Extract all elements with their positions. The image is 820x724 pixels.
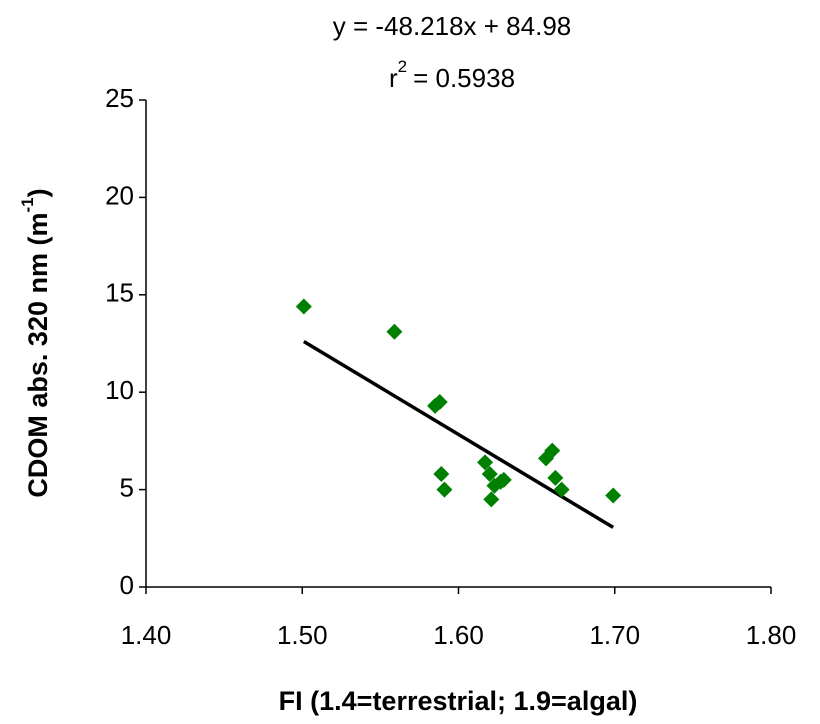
x-tick-label: 1.50: [277, 620, 328, 650]
data-point: [386, 323, 403, 340]
y-label-close: ): [23, 188, 53, 197]
x-tick-label: 1.40: [121, 620, 172, 650]
data-point: [295, 298, 312, 315]
data-point: [483, 491, 500, 508]
data-point: [433, 466, 450, 483]
data-point: [477, 454, 494, 471]
data-point: [544, 442, 561, 459]
data-point: [436, 481, 453, 498]
y-tick-label: 20: [105, 180, 134, 210]
x-tick-label: 1.70: [589, 620, 640, 650]
r-symbol: r: [389, 63, 398, 93]
equation: y = -48.218x + 84.98: [333, 11, 572, 41]
x-tick-label: 1.60: [433, 620, 484, 650]
data-point: [495, 471, 512, 488]
x-axis-label: FI (1.4=terrestrial; 1.9=algal): [279, 686, 638, 716]
y-tick-label: 0: [120, 570, 134, 600]
r-value: = 0.5938: [413, 63, 515, 93]
trend-line: [302, 339, 615, 529]
y-label-text: CDOM abs. 320 nm (m: [23, 213, 53, 498]
data-point: [547, 469, 564, 486]
r-exponent: 2: [398, 57, 407, 76]
y-tick-label: 25: [105, 83, 134, 113]
y-label-exponent: -1: [18, 197, 37, 212]
data-point: [605, 487, 622, 504]
data-point: [553, 481, 570, 498]
y-tick-label: 15: [105, 278, 134, 308]
x-tick-label: 1.80: [746, 620, 797, 650]
y-axis-label: CDOM abs. 320 nm (m-1): [18, 188, 53, 497]
y-tick-label: 5: [120, 472, 134, 502]
data-point: [481, 466, 498, 483]
data-point: [431, 393, 448, 410]
r-squared: r2 = 0.5938: [389, 57, 515, 92]
y-tick-label: 10: [105, 375, 134, 405]
